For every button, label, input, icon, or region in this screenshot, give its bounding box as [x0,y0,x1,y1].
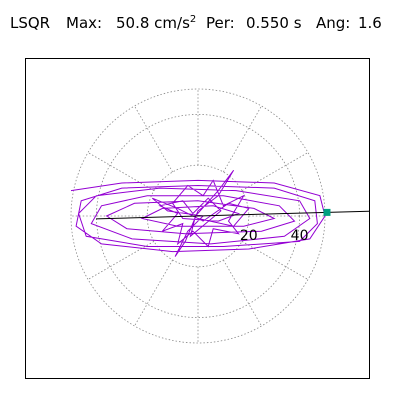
radial-tick-label: 20 [240,228,258,244]
grid-spoke [241,152,309,191]
max-unit-exponent: 2 [189,14,197,25]
period-value: 0.550 s [246,14,302,32]
angle-value: 1.6 [358,14,382,32]
period-label: Per: [206,14,235,32]
max-value-text: 50.8 cm/s [116,14,190,32]
max-label: Max: [66,14,103,32]
method-label: LSQR [10,14,51,32]
grid-spoke [134,105,173,173]
grid-spoke [87,152,155,191]
grid-spoke [223,105,262,173]
grid-spoke [134,259,173,327]
grid-spoke [223,259,262,327]
max-value: 50.8 cm/s2 [116,14,196,32]
plot-frame [25,58,370,379]
radial-tick-labels: 20 40 [240,228,309,244]
orbit-trace [70,169,326,257]
angle-label: Ang: [316,14,351,32]
radial-tick-label: 40 [291,228,309,244]
grid-ring-2 [96,114,300,318]
grid-spoke [87,241,155,280]
grid-spoke [241,241,309,280]
max-point-marker [323,208,331,216]
